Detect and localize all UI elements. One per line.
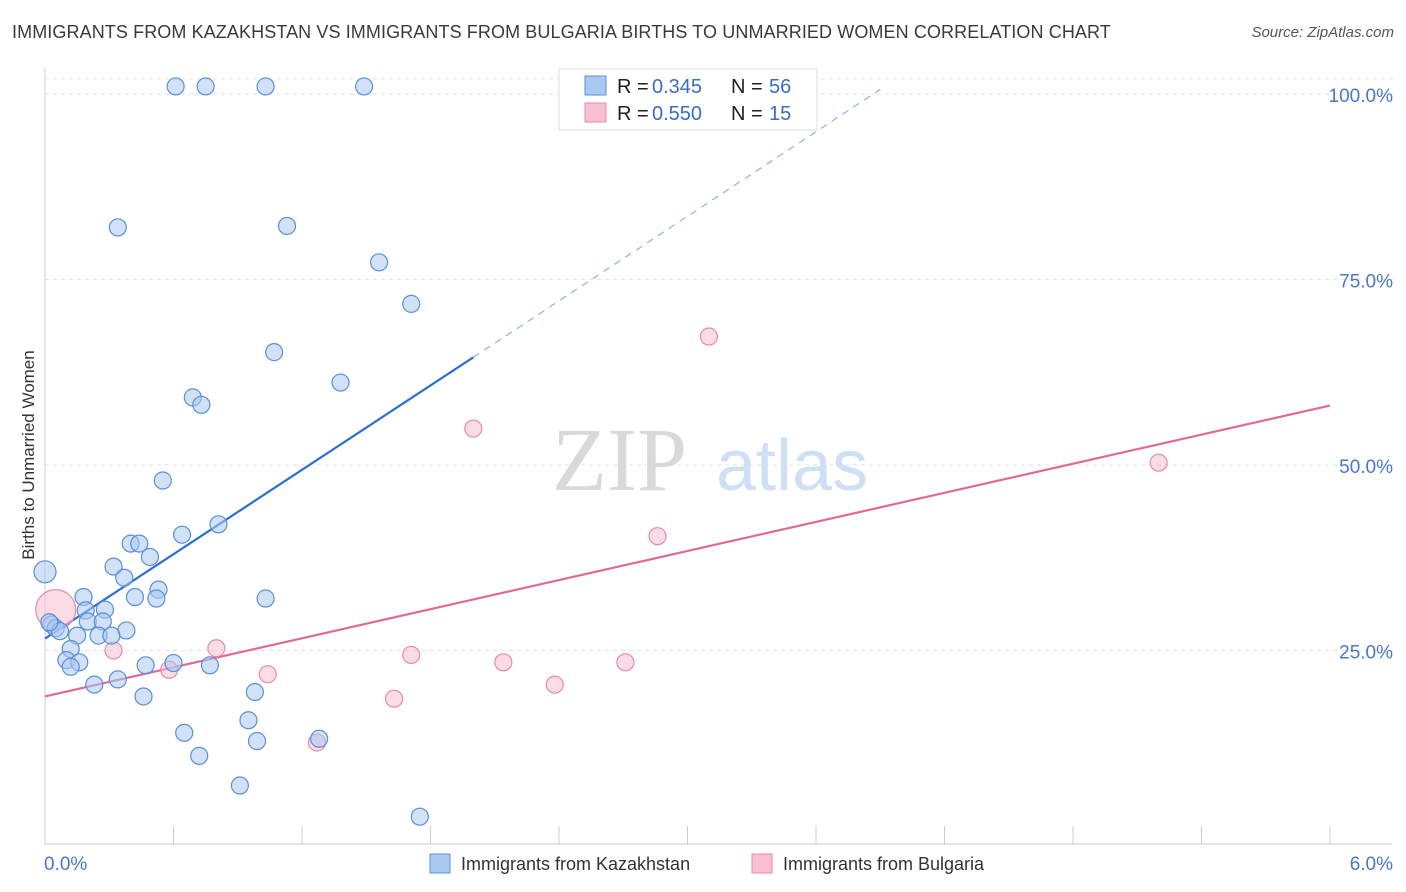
point-bulgaria bbox=[104, 641, 123, 660]
point-kazakhstan bbox=[115, 568, 134, 587]
y-tick-label: 25.0% bbox=[1339, 642, 1393, 663]
trend-line-kazakhstan-extension bbox=[473, 88, 881, 358]
legend-n-label-kazakhstan: N = bbox=[731, 76, 763, 98]
y-tick-labels: 25.0% 50.0% 75.0% 100.0% bbox=[1329, 86, 1394, 664]
point-kazakhstan bbox=[130, 534, 149, 553]
point-bulgaria bbox=[648, 527, 667, 546]
legend-swatch-kazakhstan bbox=[584, 75, 607, 96]
point-kazakhstan bbox=[134, 687, 153, 706]
point-kazakhstan bbox=[140, 547, 160, 567]
x-tick-label: 6.0% bbox=[1350, 854, 1393, 875]
legend-r-value-kazakhstan: 0.345 bbox=[652, 76, 702, 98]
series-legend-swatch-kazakhstan bbox=[429, 853, 451, 874]
watermark-zip: ZIP bbox=[552, 411, 687, 510]
point-kazakhstan bbox=[125, 587, 145, 607]
point-kazakhstan bbox=[256, 589, 275, 608]
grid-lines bbox=[45, 78, 1395, 651]
point-bulgaria bbox=[384, 689, 404, 708]
point-kazakhstan bbox=[196, 77, 215, 96]
point-kazakhstan bbox=[172, 525, 192, 544]
point-kazakhstan bbox=[310, 729, 329, 748]
point-kazakhstan bbox=[247, 731, 267, 751]
point-kazakhstan bbox=[166, 77, 185, 96]
point-kazakhstan bbox=[239, 711, 258, 730]
point-kazakhstan bbox=[108, 670, 127, 689]
point-bulgaria bbox=[464, 419, 483, 438]
series-legend-swatch-bulgaria bbox=[751, 853, 773, 874]
point-kazakhstan bbox=[108, 218, 127, 237]
point-bulgaria bbox=[402, 645, 421, 665]
point-kazakhstan bbox=[164, 653, 183, 673]
watermark-atlas: atlas bbox=[716, 426, 868, 506]
point-kazakhstan bbox=[370, 253, 389, 272]
stats-legend: R = 0.345 N = 56 R = 0.550 N = 15 bbox=[558, 68, 818, 131]
y-tick-label: 50.0% bbox=[1339, 457, 1393, 478]
chart-source: Source: ZipAtlas.com bbox=[1251, 24, 1394, 41]
point-kazakhstan bbox=[104, 557, 123, 576]
point-kazakhstan bbox=[136, 656, 155, 675]
axes bbox=[44, 68, 1392, 845]
series-legend-label-bulgaria: Immigrants from Bulgaria bbox=[783, 854, 985, 874]
point-bulgaria bbox=[1149, 453, 1168, 472]
point-kazakhstan bbox=[230, 776, 249, 795]
point-kazakhstan bbox=[40, 613, 59, 632]
point-kazakhstan bbox=[190, 746, 209, 765]
y-axis-label: Births to Unmarried Women bbox=[19, 350, 38, 559]
legend-n-value-bulgaria: 15 bbox=[769, 103, 791, 125]
point-kazakhstan bbox=[153, 471, 172, 490]
point-kazakhstan bbox=[402, 294, 421, 313]
series-legend-label-kazakhstan: Immigrants from Kazakhstan bbox=[461, 854, 690, 874]
series-legend: Immigrants from Kazakhstan Immigrants fr… bbox=[429, 853, 985, 874]
point-kazakhstan bbox=[33, 560, 57, 584]
legend-r-value-bulgaria: 0.550 bbox=[652, 103, 702, 125]
y-tick-label: 100.0% bbox=[1329, 86, 1394, 107]
point-kazakhstan bbox=[192, 395, 211, 414]
point-bulgaria bbox=[207, 639, 226, 658]
point-bulgaria bbox=[699, 327, 719, 346]
point-kazakhstan bbox=[245, 682, 264, 702]
y-tick-label: 75.0% bbox=[1339, 271, 1393, 292]
point-kazakhstan bbox=[265, 343, 284, 362]
chart-title: IMMIGRANTS FROM KAZAKHSTAN VS IMMIGRANTS… bbox=[12, 22, 1111, 42]
point-kazakhstan bbox=[410, 807, 429, 826]
trend-line-kazakhstan bbox=[44, 356, 474, 640]
point-kazakhstan bbox=[175, 723, 194, 742]
point-kazakhstan bbox=[200, 656, 220, 675]
x-tick-label: 0.0% bbox=[44, 854, 87, 875]
point-kazakhstan bbox=[355, 77, 374, 96]
legend-r-label-bulgaria: R = bbox=[617, 103, 649, 125]
trend-line-bulgaria bbox=[44, 404, 1331, 698]
point-kazakhstan bbox=[256, 77, 275, 96]
legend-n-label-bulgaria: N = bbox=[731, 103, 763, 125]
point-kazakhstan bbox=[277, 216, 297, 236]
point-kazakhstan bbox=[331, 373, 350, 392]
point-kazakhstan bbox=[102, 626, 121, 645]
point-bulgaria bbox=[494, 653, 513, 672]
trend-lines bbox=[44, 88, 1331, 698]
point-kazakhstan bbox=[85, 675, 104, 694]
data-points bbox=[33, 77, 1168, 826]
legend-r-label-kazakhstan: R = bbox=[617, 76, 649, 98]
watermark: ZIP atlas bbox=[552, 411, 868, 510]
point-kazakhstan bbox=[147, 589, 166, 608]
point-bulgaria bbox=[545, 675, 564, 694]
point-bulgaria bbox=[258, 665, 277, 684]
point-kazakhstan bbox=[61, 657, 80, 676]
point-bulgaria bbox=[616, 653, 635, 672]
legend-n-value-kazakhstan: 56 bbox=[769, 76, 791, 98]
legend-swatch-bulgaria bbox=[584, 102, 607, 123]
point-kazakhstan bbox=[209, 515, 228, 534]
x-tick-labels: 0.0% 6.0% bbox=[44, 854, 1393, 875]
